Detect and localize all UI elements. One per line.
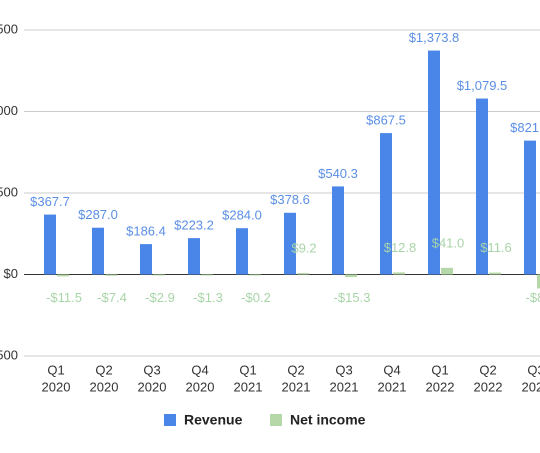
x-tick-label: 2020 xyxy=(42,379,71,394)
bar xyxy=(524,140,536,275)
y-tick-label: $500 xyxy=(0,184,18,199)
data-label: -$85.4 xyxy=(526,290,540,305)
x-tick-label: 2020 xyxy=(90,379,119,394)
x-tick-label: Q4 xyxy=(383,362,400,377)
data-label: $1,079.5 xyxy=(457,78,508,93)
bar xyxy=(380,133,392,275)
x-tick-label: 2020 xyxy=(186,379,215,394)
x-tick-label: Q2 xyxy=(479,362,496,377)
x-tick-label: 2021 xyxy=(330,379,359,394)
bar xyxy=(297,273,309,275)
x-tick-label: Q2 xyxy=(95,362,112,377)
data-label: $867.5 xyxy=(366,113,406,128)
bar xyxy=(153,274,165,276)
data-label: $41.0 xyxy=(432,235,465,250)
x-tick-label: Q3 xyxy=(527,362,540,377)
bar xyxy=(332,186,344,275)
bar xyxy=(57,274,69,277)
x-tick-label: Q2 xyxy=(287,362,304,377)
data-label: $1,373.8 xyxy=(409,30,460,45)
bar xyxy=(441,267,453,275)
x-tick-label: 2022 xyxy=(474,379,503,394)
bar xyxy=(537,274,540,289)
data-label: $540.3 xyxy=(318,166,358,181)
bar xyxy=(201,274,213,276)
x-tick-label: 2022 xyxy=(426,379,455,394)
y-tick-label: $1,000 xyxy=(0,103,18,118)
x-tick-label: Q3 xyxy=(143,362,160,377)
data-label: $821.4 xyxy=(510,120,540,135)
data-label: $9.2 xyxy=(291,240,316,255)
legend-swatch xyxy=(270,414,282,426)
x-tick-label: Q3 xyxy=(335,362,352,377)
data-label: -$1.3 xyxy=(193,290,223,305)
bar xyxy=(393,272,405,275)
bar xyxy=(284,212,296,275)
x-tick-label: 2021 xyxy=(378,379,407,394)
x-tick-label: Q1 xyxy=(47,362,64,377)
data-label: $367.7 xyxy=(30,194,70,209)
data-label: $378.6 xyxy=(270,192,310,207)
legend-label: Revenue xyxy=(184,412,243,428)
data-label: $287.0 xyxy=(78,207,118,222)
data-label: -$15.3 xyxy=(334,290,371,305)
data-label: -$11.5 xyxy=(46,290,82,305)
y-tick-label: -$500 xyxy=(0,347,18,362)
y-tick-label: $1,500 xyxy=(0,21,18,36)
x-tick-label: Q1 xyxy=(431,362,448,377)
x-tick-label: Q1 xyxy=(239,362,256,377)
x-tick-label: 2020 xyxy=(138,379,167,394)
data-label: $223.2 xyxy=(174,218,214,233)
x-tick-label: 2021 xyxy=(282,379,311,394)
x-tick-label: 2022 xyxy=(522,379,540,394)
y-tick-label: $0 xyxy=(4,266,18,281)
bar xyxy=(140,244,152,275)
x-tick-label: Q4 xyxy=(191,362,208,377)
bar xyxy=(476,98,488,275)
bar xyxy=(489,272,501,275)
bar xyxy=(345,274,357,277)
data-label: $186.4 xyxy=(126,224,166,239)
data-label: -$2.9 xyxy=(145,290,175,305)
data-label: -$7.4 xyxy=(97,290,127,305)
bar xyxy=(92,227,104,275)
legend-label: Net income xyxy=(290,412,366,428)
bar xyxy=(249,274,261,276)
bar xyxy=(188,238,200,275)
data-label: $284.0 xyxy=(222,208,262,223)
bar xyxy=(105,274,117,276)
data-label: $11.6 xyxy=(480,240,512,255)
bar xyxy=(428,50,440,275)
data-label: -$0.2 xyxy=(241,290,271,305)
bar xyxy=(236,228,248,275)
bar xyxy=(44,214,56,275)
data-label: $12.8 xyxy=(384,240,417,255)
x-tick-label: 2021 xyxy=(234,379,263,394)
legend-swatch xyxy=(164,414,176,426)
